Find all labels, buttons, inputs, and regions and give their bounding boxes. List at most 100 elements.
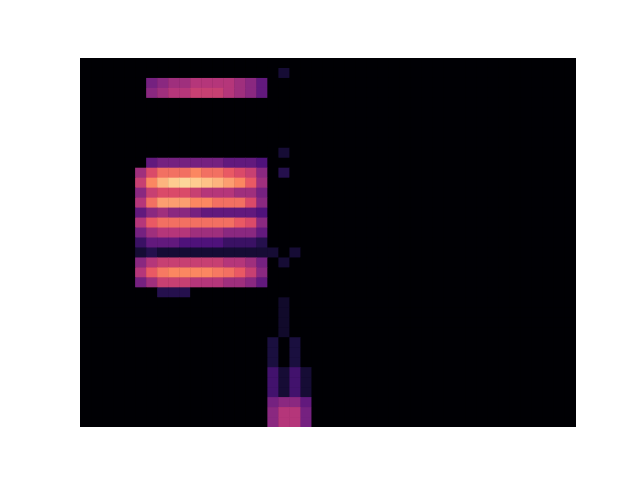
cell — [444, 78, 456, 88]
cell — [146, 88, 158, 98]
cell — [146, 247, 158, 257]
cell — [267, 377, 279, 387]
cell — [267, 228, 279, 238]
cell — [488, 387, 500, 397]
cell — [91, 208, 103, 218]
cell — [532, 218, 544, 228]
cell — [300, 337, 312, 347]
cell — [245, 198, 257, 208]
cell — [400, 347, 412, 357]
cell — [135, 108, 147, 118]
cell — [80, 178, 92, 188]
cell — [389, 148, 401, 158]
cell — [543, 58, 555, 68]
cell — [278, 287, 290, 297]
cell — [179, 357, 191, 367]
cell — [300, 267, 312, 277]
cell — [411, 397, 423, 407]
cell — [488, 417, 500, 427]
cell — [510, 297, 522, 307]
cell — [565, 108, 576, 118]
cell — [543, 218, 555, 228]
cell — [521, 417, 533, 427]
cell — [157, 88, 169, 98]
cell — [400, 257, 412, 267]
cell — [201, 347, 213, 357]
cell — [444, 158, 456, 168]
cell — [256, 287, 268, 297]
cell — [113, 357, 125, 367]
cell — [234, 387, 246, 397]
cell — [223, 307, 235, 317]
cell — [234, 188, 246, 198]
cell — [168, 208, 180, 218]
cell — [256, 267, 268, 277]
cell — [278, 128, 290, 138]
cell — [345, 118, 357, 128]
cell — [102, 108, 114, 118]
cell — [334, 287, 346, 297]
cell — [289, 277, 301, 287]
cell — [554, 407, 566, 417]
cell — [80, 138, 92, 148]
cell — [322, 98, 334, 108]
cell — [157, 387, 169, 397]
cell — [300, 287, 312, 297]
cell — [499, 327, 511, 337]
cell — [499, 357, 511, 367]
cell — [102, 327, 114, 337]
cell — [146, 118, 158, 128]
cell — [367, 407, 379, 417]
cell — [80, 397, 92, 407]
cell — [300, 78, 312, 88]
cell — [124, 327, 136, 337]
cell — [532, 317, 544, 327]
cell — [422, 417, 434, 427]
cell — [532, 158, 544, 168]
cell — [212, 218, 224, 228]
cell — [367, 158, 379, 168]
cell — [80, 218, 92, 228]
cell — [565, 347, 576, 357]
cell — [400, 317, 412, 327]
cell — [256, 357, 268, 367]
cell — [389, 218, 401, 228]
cell — [91, 178, 103, 188]
cell — [278, 297, 290, 307]
cell — [455, 118, 467, 128]
cell — [256, 317, 268, 327]
cell — [389, 168, 401, 178]
cell — [367, 238, 379, 248]
cell — [157, 188, 169, 198]
cell — [300, 128, 312, 138]
cell — [91, 158, 103, 168]
cell — [311, 138, 323, 148]
cell — [190, 158, 202, 168]
cell — [334, 68, 346, 78]
cell — [400, 108, 412, 118]
cell — [212, 327, 224, 337]
cell — [411, 387, 423, 397]
cell — [179, 158, 191, 168]
cell — [179, 347, 191, 357]
cell — [201, 208, 213, 218]
cell — [124, 238, 136, 248]
cell — [168, 267, 180, 277]
cell — [455, 58, 467, 68]
cell — [499, 397, 511, 407]
cell — [466, 178, 478, 188]
cell — [444, 387, 456, 397]
cell — [521, 238, 533, 248]
cell — [367, 98, 379, 108]
cell — [234, 267, 246, 277]
cell — [389, 387, 401, 397]
cell — [157, 158, 169, 168]
cell — [444, 317, 456, 327]
cell — [411, 98, 423, 108]
cell — [532, 257, 544, 267]
cell — [510, 98, 522, 108]
cell — [477, 128, 489, 138]
cell — [113, 238, 125, 248]
cell — [367, 218, 379, 228]
cell — [378, 367, 390, 377]
